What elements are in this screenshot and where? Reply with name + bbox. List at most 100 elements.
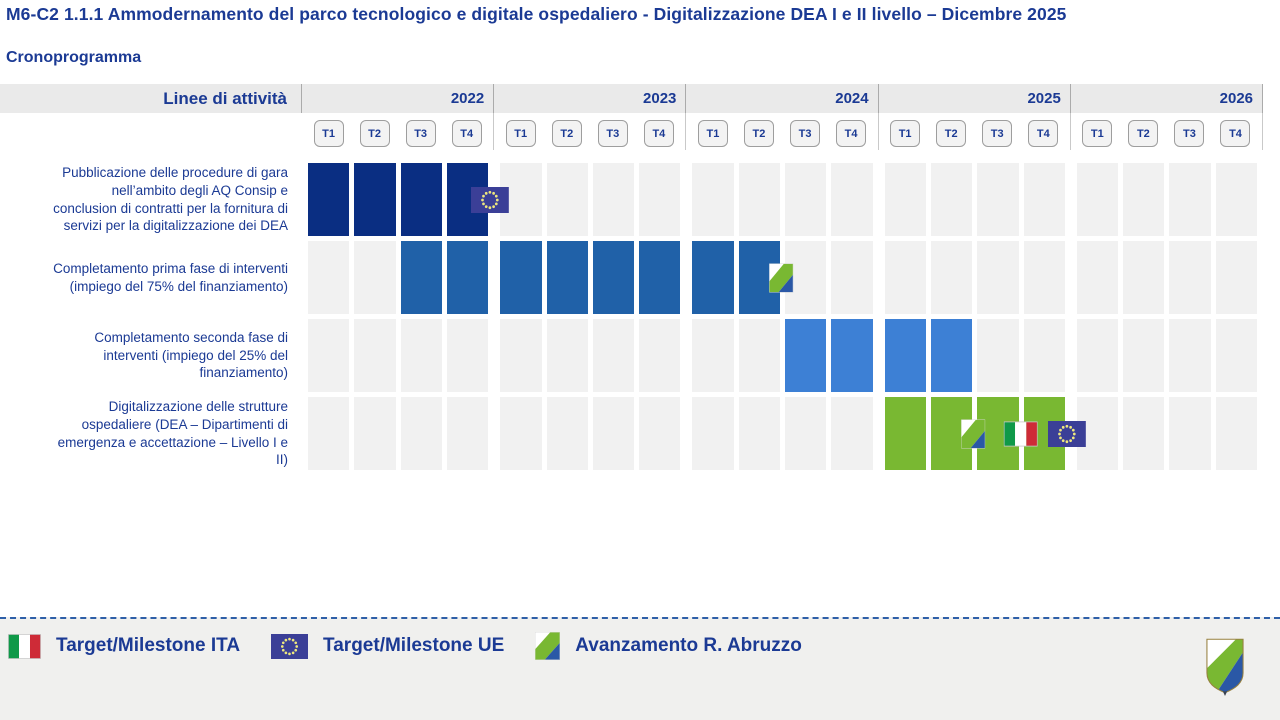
gantt-cell-2022-T3-filled [400, 241, 442, 314]
gantt-cell-2022-T1-filled [308, 163, 350, 236]
page-subtitle: Cronoprogramma [6, 49, 142, 66]
gantt-cell-2023-T1-filled [500, 241, 542, 314]
gantt-cell-2026-T4-empty [1215, 241, 1258, 314]
quarter-chip-2024-T4: T4 [836, 120, 867, 147]
gantt-cell-2024-T4-empty [831, 163, 873, 236]
gantt-cell-2022-T2-empty [354, 319, 396, 392]
abruzzo-marker [961, 419, 986, 448]
gantt-cell-2022-T4-filled [446, 163, 510, 236]
gantt-cell-2022-T4-empty [446, 397, 489, 470]
gantt-cell-2023-T2-empty [546, 163, 588, 236]
gantt-cell-2023-T3-empty [592, 163, 635, 236]
gantt-year-header: Linee di attività 2022 2023 2024 2025 2026 [0, 84, 1264, 113]
gantt-cell-2022-T4-empty [446, 319, 489, 392]
gantt-cell-2024-T2-empty [738, 319, 780, 392]
gantt-row-4: Digitalizzazione delle strutture ospedal… [0, 397, 1263, 470]
abruzzo-marker [769, 263, 794, 292]
gantt-cell-2026-T3-empty [1169, 163, 1211, 236]
gantt-cell-2024-T1-empty [692, 319, 734, 392]
gantt-cell-2022-T3-filled [400, 163, 442, 236]
gantt-cell-2025-T3-empty [977, 319, 1019, 392]
quarter-chip-2024-T3: T3 [790, 120, 821, 147]
eu-flag-marker [471, 186, 510, 213]
quarter-chip-2024-T1: T1 [697, 120, 728, 147]
gantt-cell-2026-T4-empty [1215, 397, 1258, 470]
gantt-cell-2026-T4-empty [1215, 163, 1258, 236]
quarter-chip-2024-T2: T2 [743, 120, 774, 147]
quarter-chip-2023-T3: T3 [597, 120, 628, 147]
legend-band: Target/Milestone ITA Target/Milestone UE… [0, 617, 1280, 720]
quarter-chip-2025-T3: T3 [982, 120, 1013, 147]
quarter-chip-group-2023: T1 T2 T3 T4 [494, 113, 687, 150]
gantt-cell-2026-T2-empty [1123, 397, 1165, 470]
quarter-chip-2022-T2: T2 [359, 120, 390, 147]
ita-flag-icon [8, 633, 42, 659]
year-label-2025: 2025 [879, 84, 1071, 113]
gantt-cell-2023-T4-empty [639, 163, 681, 236]
quarter-chip-group-2025: T1 T2 T3 T4 [879, 113, 1071, 150]
abruzzo-region-icon [961, 419, 986, 448]
gantt-cell-2025-T3-empty [977, 163, 1019, 236]
gantt-cell-2023-T2-filled [546, 241, 588, 314]
gantt-cell-2025-T2-filled [930, 319, 973, 392]
gantt-row-1: Pubblicazione delle procedure di gara ne… [0, 163, 1263, 236]
year-label-2023: 2023 [494, 84, 687, 113]
gantt-cell-2024-T4-filled [831, 319, 873, 392]
gantt-cell-2026-T2-empty [1123, 319, 1165, 392]
legend-label: Avanzamento R. Abruzzo [575, 635, 802, 656]
quarter-chip-group-2026: T1 T2 T3 T4 [1071, 113, 1264, 150]
quarter-chip-2025-T2: T2 [936, 120, 967, 147]
legend-item-target-ita: Target/Milestone ITA [8, 633, 241, 659]
gantt-cell-2024-T3-empty [785, 397, 827, 470]
gantt-cell-2024-T2-empty [738, 397, 780, 470]
gantt-row-3: Completamento seconda fase di interventi… [0, 319, 1263, 392]
gantt-cell-2022-T2-empty [354, 241, 396, 314]
gantt-cell-2024-T1-filled [692, 241, 734, 314]
gantt-cell-2023-T1-empty [500, 397, 542, 470]
gantt-cell-2023-T3-filled [592, 241, 635, 314]
gantt-cell-2025-T4-empty [1023, 163, 1065, 236]
quarter-chip-2026-T1: T1 [1082, 120, 1113, 147]
legend-item-target-ue: Target/Milestone UE [271, 633, 504, 659]
gantt-cell-2025-T3-empty [977, 241, 1019, 314]
gantt-quarter-header: T1 T2 T3 T4 T1 T2 T3 T4 T1 T2 T3 T4 T1 T2 T3 T4 T1 T2 T3 T4 [0, 113, 1264, 150]
gantt-cell-2025-T1-filled [884, 319, 926, 392]
gantt-cell-2026-T1-empty [1076, 319, 1119, 392]
year-labels-row: 2022 2023 2024 2025 2026 [302, 84, 1264, 113]
gantt-cell-2022-T1-empty [308, 241, 350, 314]
gantt-cell-2026-T1-empty [1076, 163, 1119, 236]
gantt-cell-2026-T4-empty [1215, 319, 1258, 392]
quarter-chip-group-2024: T1 T2 T3 T4 [686, 113, 879, 150]
abruzzo-region-icon [535, 632, 561, 660]
gantt-cell-2024-T1-empty [692, 397, 734, 470]
quarter-chip-2022-T1: T1 [313, 120, 344, 147]
gantt-cell-2026-T2-empty [1123, 241, 1165, 314]
legend-item-avanzamento-abruzzo: Avanzamento R. Abruzzo [535, 632, 802, 660]
gantt-cell-2024-T2-empty [738, 163, 780, 236]
quarter-chip-2026-T2: T2 [1128, 120, 1159, 147]
gantt-cell-2024-T4-empty [831, 397, 873, 470]
gantt-cell-2024-T3-filled [785, 319, 827, 392]
abruzzo-coat-of-arms-logo [1204, 637, 1246, 697]
gantt-cell-2025-T2-empty [930, 241, 973, 314]
gantt-cell-2022-T3-empty [400, 397, 442, 470]
gantt-cell-2023-T4-empty [639, 397, 681, 470]
quarter-chip-2026-T4: T4 [1220, 120, 1251, 147]
quarter-chip-2023-T2: T2 [551, 120, 582, 147]
activity-label-4: Digitalizzazione delle strutture ospedal… [57, 398, 288, 468]
gantt-cell-2023-T3-empty [592, 319, 635, 392]
gantt-cell-2026-T1-empty [1076, 241, 1119, 314]
legend-label: Target/Milestone ITA [56, 635, 241, 656]
gantt-cell-2026-T3-empty [1169, 397, 1211, 470]
quarter-chip-2022-T3: T3 [405, 120, 436, 147]
activity-label-2: Completamento prima fase di interventi (… [53, 260, 288, 294]
quarter-header-spacer [0, 113, 302, 150]
gantt-cell-2023-T2-empty [546, 319, 588, 392]
quarter-chips-row: T1 T2 T3 T4 T1 T2 T3 T4 T1 T2 T3 T4 T1 T2 T3 T4 T1 T2 T3 T4 [302, 113, 1264, 150]
gantt-cell-2025-T2-empty [930, 163, 973, 236]
year-label-2024: 2024 [686, 84, 879, 113]
ita-flag-icon [8, 633, 42, 659]
gantt-rows: Pubblicazione delle procedure di gara ne… [0, 163, 1263, 470]
gantt-cell-2026-T3-empty [1169, 319, 1211, 392]
gantt-cell-2024-T2-filled [738, 241, 794, 314]
